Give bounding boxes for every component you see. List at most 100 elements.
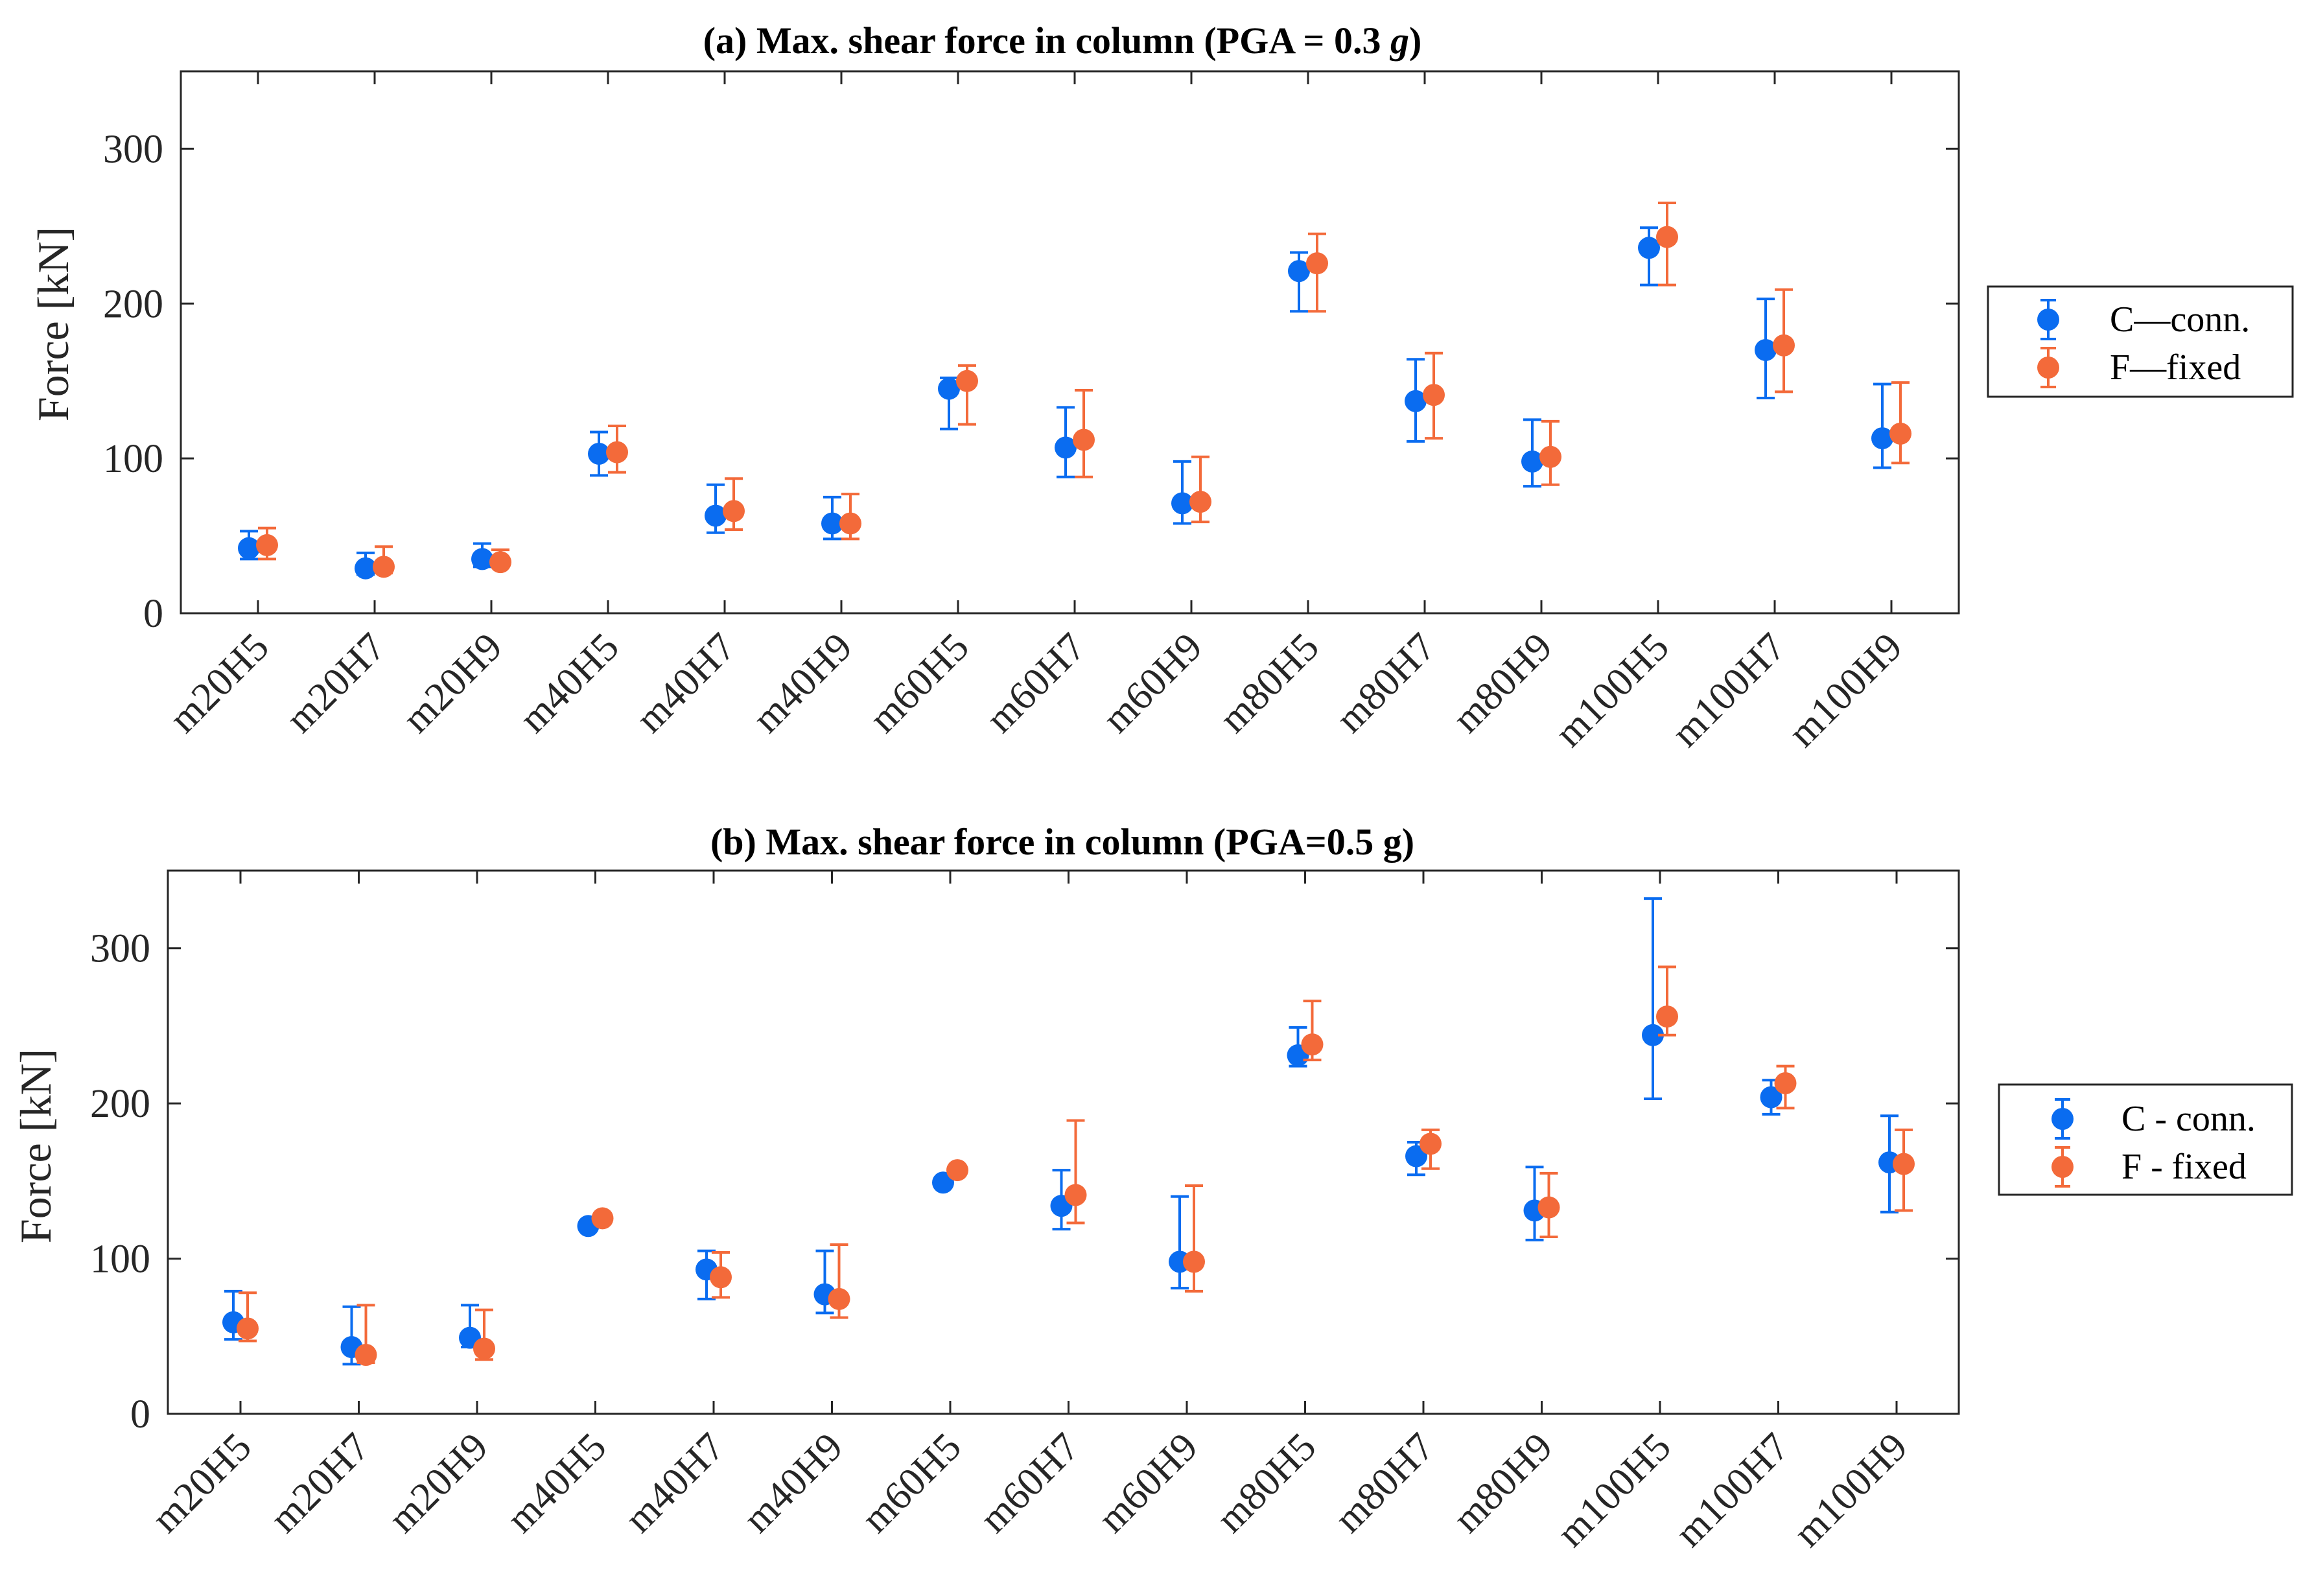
data-point-b-fixed-11 [1537, 1196, 1560, 1219]
chart-panel-b: (b) Max. shear force in column (PGA=0.5 … [11, 821, 2293, 1555]
data-point-a-conn-5 [821, 512, 843, 535]
data-point-b-fixed-1 [355, 1344, 377, 1367]
data-point-a-fixed-1 [373, 556, 395, 578]
data-point-a-conn-13 [1755, 338, 1777, 361]
y-tick-label-b-0: 0 [130, 1392, 150, 1437]
data-point-b-fixed-12 [1656, 1005, 1678, 1028]
data-point-a-fixed-8 [1189, 491, 1211, 513]
data-point-a-fixed-14 [1889, 422, 1911, 445]
y-axis-label-a: Force [kN] [29, 227, 78, 421]
legend-label-b-c: C - conn. [2121, 1099, 2256, 1139]
x-tick-label-a-8: m60H9 [1094, 625, 1211, 742]
x-tick-label-a-9: m80H5 [1211, 625, 1327, 742]
data-point-a-conn-1 [355, 557, 377, 580]
data-point-b-fixed-9 [1301, 1033, 1324, 1056]
data-point-a-fixed-7 [1073, 428, 1095, 451]
data-point-a-conn-8 [1171, 492, 1193, 515]
plot-area-a [180, 70, 1960, 615]
x-tick-label-b-4: m40H7 [616, 1425, 733, 1542]
x-tick-label-a-1: m20H7 [277, 625, 394, 742]
legend-marker-a-fixed [2037, 357, 2059, 379]
x-tick-label-b-7: m60H7 [972, 1425, 1088, 1542]
data-point-a-conn-12 [1638, 237, 1660, 259]
chart-title-b: (b) Max. shear force in column (PGA=0.5 … [710, 821, 1414, 863]
x-tick-label-a-0: m20H5 [161, 625, 277, 742]
y-tick-label-a-1: 100 [103, 437, 163, 481]
legend-label-a-c: C—conn. [2110, 299, 2250, 340]
data-point-a-conn-14 [1871, 427, 1893, 450]
x-tick-label-b-9: m80H5 [1208, 1425, 1325, 1542]
x-tick-label-a-10: m80H7 [1327, 625, 1444, 742]
data-point-a-fixed-13 [1773, 334, 1795, 357]
y-ticks-a: 0 100 200 300 [103, 127, 1959, 636]
chart-title-a-end: ) [1409, 19, 1421, 62]
data-point-a-conn-0 [238, 537, 260, 559]
legend-label-a-f: F—fixed [2110, 347, 2241, 388]
x-tick-label-a-2: m20H9 [394, 625, 511, 742]
data-point-a-conn-7 [1055, 436, 1077, 459]
legend-a: C—conn. F—fixed [1987, 285, 2294, 398]
data-point-b-fixed-3 [591, 1207, 614, 1230]
x-tick-label-b-3: m40H5 [498, 1425, 615, 1542]
data-point-a-fixed-5 [839, 512, 861, 535]
x-tick-label-a-11: m80H9 [1444, 625, 1561, 742]
data-point-a-conn-11 [1521, 450, 1543, 473]
x-tick-label-a-6: m60H5 [861, 625, 977, 742]
x-tick-label-b-2: m20H9 [380, 1425, 497, 1542]
chart-title-a-main: (a) Max. shear force in column (PGA = 0.… [703, 19, 1390, 62]
data-point-b-fixed-8 [1183, 1250, 1205, 1273]
data-point-b-conn-6 [932, 1171, 954, 1194]
data-point-a-conn-6 [938, 377, 960, 400]
data-point-a-conn-4 [705, 504, 727, 527]
data-point-a-fixed-2 [489, 551, 511, 574]
x-ticks-b: m20H5 m20H7 m20H9 m40H5 m40H7 m40H9 m60H5 m60H7… [143, 871, 1916, 1555]
y-tick-label-a-2: 200 [103, 282, 163, 326]
x-tick-label-a-4: m40H7 [627, 625, 744, 742]
plot-area-b [167, 869, 1960, 1415]
x-tick-label-a-7: m60H7 [977, 625, 1094, 742]
y-tick-label-b-3: 300 [90, 927, 150, 971]
data-point-b-fixed-13 [1774, 1072, 1797, 1095]
x-tick-label-b-5: m40H9 [735, 1425, 852, 1542]
data-point-a-fixed-9 [1306, 252, 1328, 275]
data-marks-b [222, 897, 1915, 1367]
data-point-a-fixed-10 [1423, 384, 1445, 406]
legend-label-b-f: F - fixed [2121, 1147, 2247, 1187]
y-tick-label-b-2: 200 [90, 1082, 150, 1126]
data-point-a-conn-3 [588, 442, 610, 465]
legend-icons-a [2037, 299, 2059, 388]
data-point-a-fixed-12 [1656, 226, 1678, 248]
y-axis-label-b: Force [kN] [11, 1049, 60, 1243]
x-tick-label-a-3: m40H5 [511, 625, 627, 742]
data-point-b-fixed-4 [710, 1266, 732, 1289]
data-point-a-fixed-6 [956, 370, 978, 392]
chart-title-a: (a) Max. shear force in column (PGA = 0.… [703, 19, 1422, 62]
legend-icons-b [2051, 1098, 2074, 1188]
chart-title-a-italic: g [1389, 19, 1409, 62]
legend-marker-b-fixed [2051, 1156, 2074, 1178]
data-point-b-fixed-5 [828, 1287, 850, 1310]
data-point-a-conn-9 [1288, 260, 1310, 283]
x-tick-label-b-10: m80H7 [1326, 1425, 1443, 1542]
legend-marker-a-conn [2037, 309, 2059, 331]
y-ticks-b: 0 100 200 300 [90, 927, 1959, 1437]
data-point-b-fixed-6 [946, 1159, 968, 1182]
data-point-a-fixed-3 [606, 441, 628, 464]
x-tick-label-b-13: m100H7 [1667, 1425, 1798, 1556]
legend-box-b [1998, 1083, 2293, 1196]
legend-b: C - conn. F - fixed [1998, 1083, 2293, 1196]
legend-marker-b-conn [2051, 1108, 2074, 1130]
data-point-a-fixed-0 [256, 534, 278, 556]
chart-panel-a: (a) Max. shear force in column (PGA = 0.… [29, 19, 2294, 756]
y-tick-label-a-0: 0 [143, 592, 163, 636]
data-point-b-conn-10 [1405, 1145, 1427, 1168]
y-tick-label-b-1: 100 [90, 1238, 150, 1282]
x-tick-label-a-13: m100H7 [1663, 625, 1794, 756]
data-point-b-conn-13 [1760, 1086, 1782, 1109]
x-tick-label-b-14: m100H9 [1785, 1425, 1916, 1556]
legend-box-a [1987, 285, 2294, 398]
data-point-b-fixed-7 [1064, 1184, 1087, 1206]
data-point-a-fixed-11 [1539, 445, 1561, 468]
data-point-a-conn-2 [471, 548, 493, 570]
